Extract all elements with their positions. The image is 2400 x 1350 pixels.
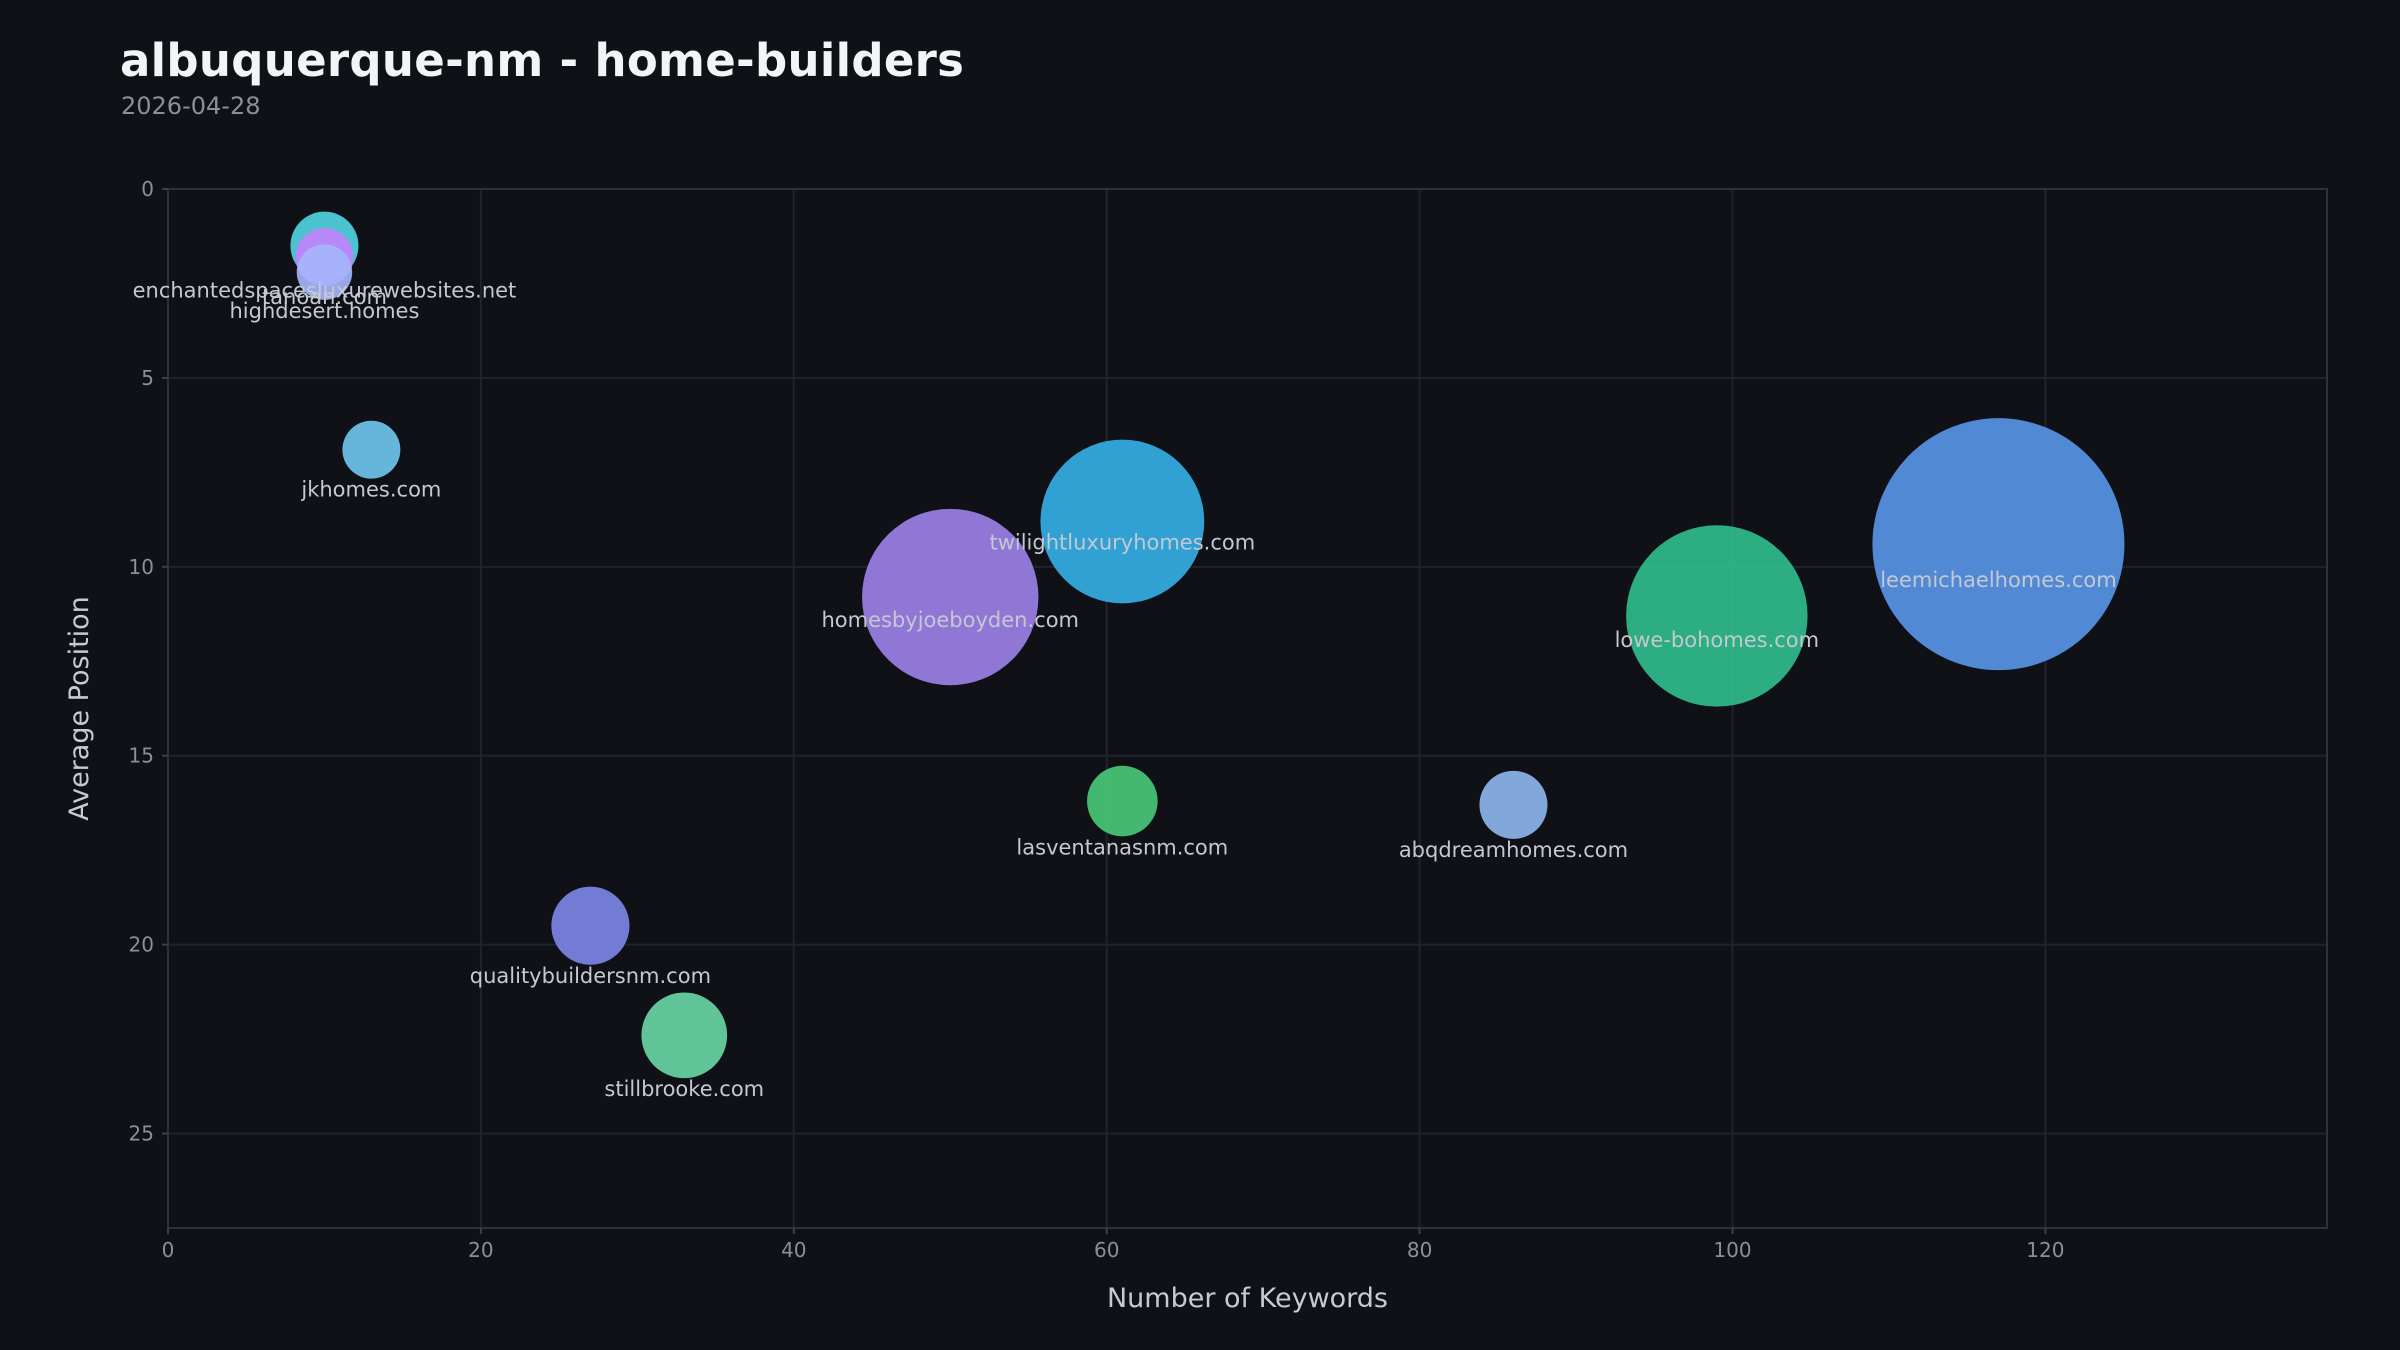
bubbles xyxy=(290,211,2125,1079)
bubble-label: tanoan.com xyxy=(262,285,387,309)
bubble-label: abqdreamhomes.com xyxy=(1399,838,1628,862)
chart-date: 2026-04-28 xyxy=(121,92,261,120)
bubble-highdesert-homes[interactable] xyxy=(296,244,353,300)
x-tick-label: 20 xyxy=(468,1238,493,1262)
x-tick-label: 0 xyxy=(162,1238,175,1262)
y-axis-title: Average Position xyxy=(64,596,95,821)
y-tick-label: 10 xyxy=(129,555,154,579)
y-tick-label: 25 xyxy=(129,1122,154,1146)
plot-frame xyxy=(167,188,2328,1229)
bubble-jkhomes-com[interactable] xyxy=(342,420,401,479)
bubble-label: stillbrooke.com xyxy=(604,1077,764,1101)
bubble-label: homesbyjoeboyden.com xyxy=(821,608,1079,632)
bubble-lowe-bohomes-com[interactable] xyxy=(1626,525,1808,707)
bubble-label: lowe-bohomes.com xyxy=(1615,628,1820,652)
x-tick-label: 80 xyxy=(1407,1238,1432,1262)
bubble-leemichaelhomes-com[interactable] xyxy=(1872,418,2125,671)
x-tick-label: 40 xyxy=(781,1238,806,1262)
bubble-label: twilightluxuryhomes.com xyxy=(989,530,1255,554)
bubble-labels: enchantedspacesluxurewebsites.nettanoan.… xyxy=(133,279,2117,1101)
bubble-twilightluxuryhomes-com[interactable] xyxy=(1040,439,1205,604)
y-tick-label: 15 xyxy=(129,744,154,768)
y-tick-label: 5 xyxy=(141,366,154,390)
bubble-label: qualitybuildersnm.com xyxy=(470,964,711,988)
bubble-stillbrooke-com[interactable] xyxy=(641,992,728,1079)
bubble-homesbyjoeboyden-com[interactable] xyxy=(862,508,1039,686)
x-tick-label: 100 xyxy=(1713,1238,1751,1262)
bubble-label: leemichaelhomes.com xyxy=(1880,568,2116,592)
y-tick-label: 0 xyxy=(141,177,154,201)
chart-title: albuquerque-nm - home-builders xyxy=(120,34,965,87)
x-tick-label: 60 xyxy=(1094,1238,1119,1262)
bubble-label: enchantedspacesluxurewebsites.net xyxy=(133,279,517,303)
x-tick-label: 120 xyxy=(2026,1238,2064,1262)
bubble-lasventanasnm-com[interactable] xyxy=(1087,765,1158,837)
bubble-qualitybuildersnm-com[interactable] xyxy=(551,886,630,965)
axis-ticks: 0 20 40 60 80 100 120 0 5 10 15 20 25 xyxy=(129,177,2065,1262)
bubble-abqdreamhomes-com[interactable] xyxy=(1479,770,1548,839)
bubble-label: jkhomes.com xyxy=(300,478,441,502)
y-tick-label: 20 xyxy=(129,933,154,957)
bubble-label: highdesert.homes xyxy=(229,299,419,323)
grid-lines xyxy=(167,188,2327,1228)
x-axis-title: Number of Keywords xyxy=(1107,1283,1388,1314)
bubble-label: lasventanasnm.com xyxy=(1016,835,1228,859)
